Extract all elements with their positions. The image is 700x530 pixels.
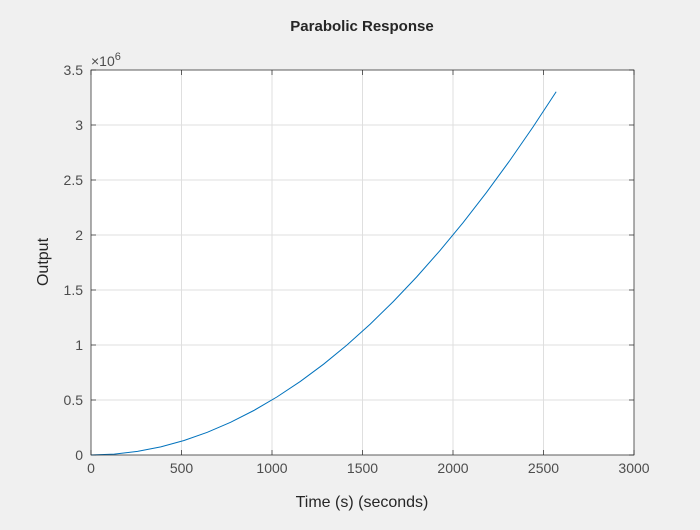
y-tick-label: 2 <box>75 227 83 243</box>
y-tick-label: 1 <box>75 337 83 353</box>
y-tick-label: 3.5 <box>64 62 84 78</box>
x-axis-label: Time (s) (seconds) <box>296 494 429 511</box>
x-tick-label: 3000 <box>618 460 649 476</box>
y-exponent-label: ×106 <box>91 51 121 69</box>
y-tick-label: 3 <box>75 117 83 133</box>
y-tick-label: 0.5 <box>64 392 84 408</box>
chart-title: Parabolic Response <box>290 18 433 35</box>
x-tick-label: 0 <box>87 460 95 476</box>
x-tick-label: 2500 <box>528 460 559 476</box>
y-axis-label: Output <box>35 237 52 286</box>
x-tick-label: 1500 <box>347 460 378 476</box>
y-tick-label: 0 <box>75 447 83 463</box>
y-tick-label: 1.5 <box>64 282 84 298</box>
x-tick-label: 500 <box>170 460 194 476</box>
x-tick-label: 1000 <box>256 460 287 476</box>
axes-box <box>90 69 635 456</box>
y-tick-label: 2.5 <box>64 172 84 188</box>
x-tick-label: 2000 <box>437 460 468 476</box>
ticks: 0 500 1000 1500 2000 2500 3000 0 0.5 1 1.5 2 2.5 3 3.5 <box>64 62 650 476</box>
series-line <box>90 91 557 456</box>
